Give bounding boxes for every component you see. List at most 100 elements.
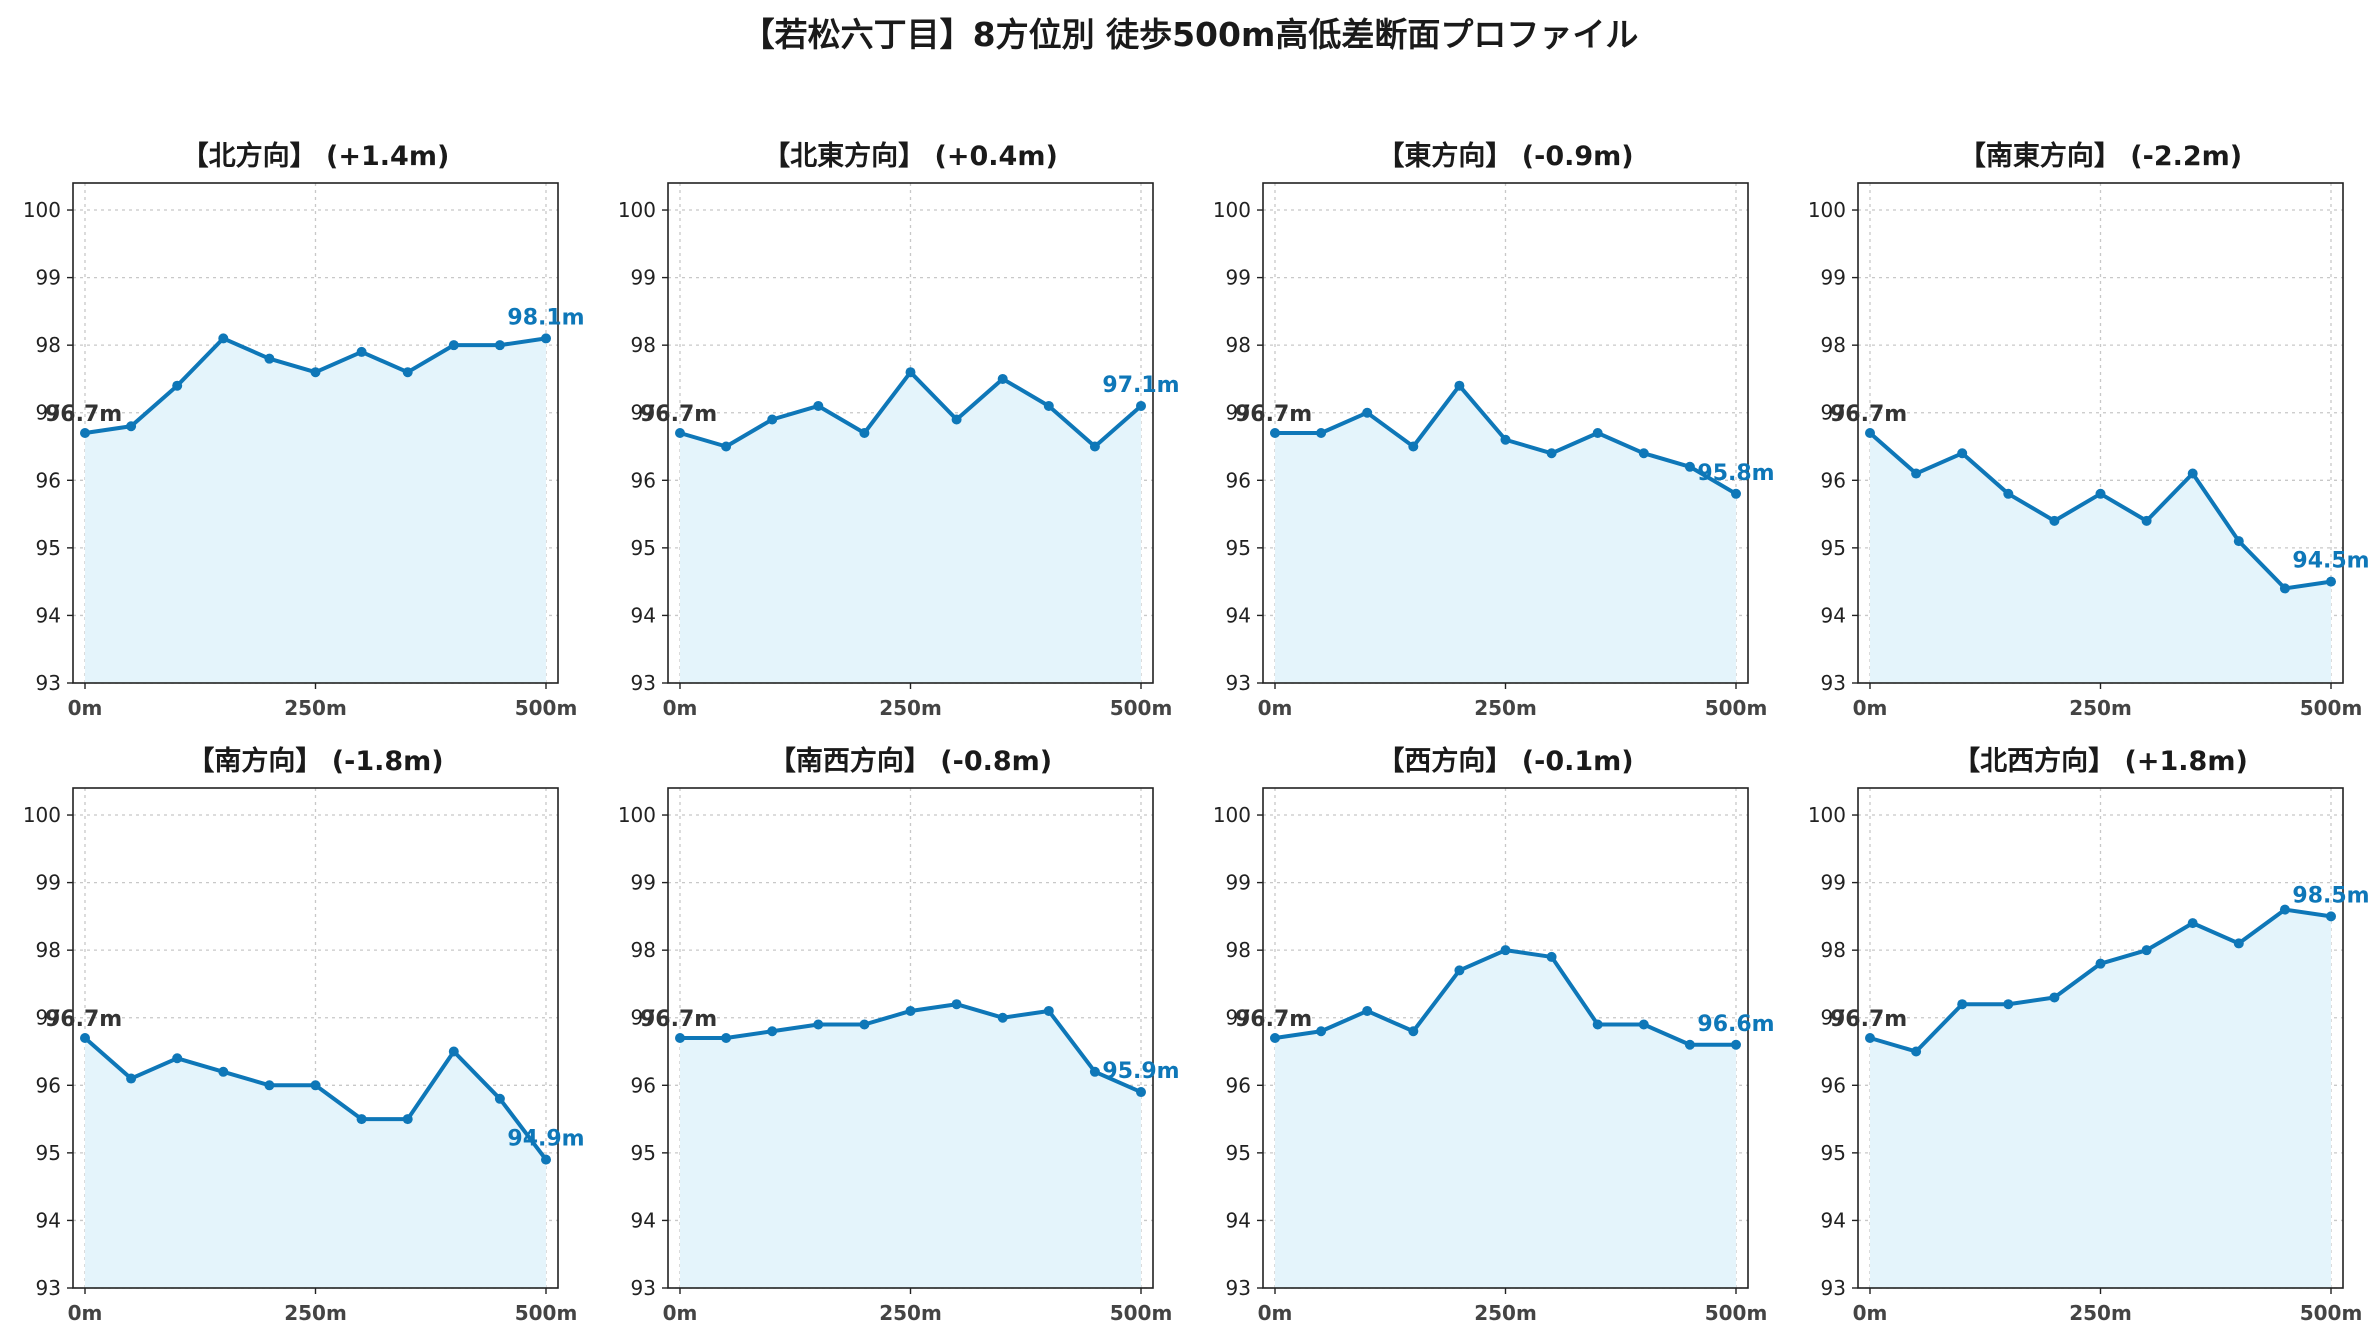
data-point — [1043, 1005, 1054, 1016]
data-point — [675, 1033, 685, 1043]
data-point — [2279, 904, 2290, 915]
data-point — [1684, 1039, 1695, 1050]
data-point — [2326, 576, 2336, 587]
data-point — [1957, 448, 1968, 459]
data-point — [402, 1114, 413, 1125]
end-elevation-label: 95.9m — [1102, 1059, 1179, 1084]
chart-panel-3: 【東方向】 (-0.9m) 93 94 95 96 97 98 99 100 0m 250m 500m… — [1213, 140, 1775, 720]
end-elevation-label: 94.9m — [507, 1127, 584, 1152]
y-tick-label: 95 — [631, 536, 656, 560]
y-tick-label: 95 — [1226, 1141, 1251, 1165]
y-tick-label: 100 — [23, 198, 61, 222]
data-point — [1316, 1026, 1327, 1037]
y-tick-label: 98 — [1821, 938, 1846, 962]
y-tick-label: 96 — [1226, 1073, 1251, 1097]
data-point — [1546, 951, 1557, 962]
y-tick-label: 100 — [618, 803, 656, 827]
y-tick-label: 93 — [631, 1276, 656, 1300]
data-point — [1638, 448, 1649, 459]
end-elevation-label: 98.1m — [507, 305, 584, 330]
data-point — [859, 1019, 870, 1030]
data-point — [721, 441, 732, 452]
data-point — [2279, 583, 2290, 594]
y-tick-label: 100 — [1808, 198, 1846, 222]
data-point — [2187, 918, 2198, 929]
subplot-title: 【西方向】 (-0.1m) — [1377, 745, 1633, 777]
data-point — [126, 421, 137, 432]
y-tick-label: 97 — [36, 401, 61, 425]
data-point — [905, 367, 916, 378]
data-point — [1408, 441, 1419, 452]
x-tick-label: 250m — [879, 696, 942, 720]
figure-title: 【若松六丁目】8方位別 徒歩500m高低差断面プロファイル — [741, 15, 1639, 54]
data-point — [1362, 1005, 1373, 1016]
start-elevation-label: 96.7m — [1830, 402, 1907, 427]
x-tick-label: 500m — [1110, 1301, 1173, 1325]
data-point — [859, 428, 870, 438]
y-tick-label: 94 — [1226, 1208, 1251, 1232]
data-point — [997, 1012, 1008, 1023]
y-tick-label: 96 — [1821, 1073, 1846, 1097]
y-tick-label: 100 — [23, 803, 61, 827]
y-tick-label: 97 — [1226, 1006, 1251, 1030]
data-point — [1089, 441, 1100, 452]
y-tick-label: 98 — [1226, 938, 1251, 962]
data-point — [310, 367, 321, 378]
y-tick-label: 94 — [36, 1208, 61, 1232]
area-fill — [85, 338, 546, 683]
y-tick-label: 99 — [1226, 266, 1251, 290]
data-point — [2141, 515, 2152, 526]
subplot-title: 【北西方向】 (+1.8m) — [1953, 745, 2248, 777]
y-tick-label: 96 — [631, 1073, 656, 1097]
data-point — [2141, 945, 2152, 956]
area-fill — [680, 1004, 1141, 1288]
y-tick-label: 99 — [1821, 266, 1846, 290]
start-elevation-label: 96.7m — [1235, 1007, 1312, 1032]
data-point — [1638, 1019, 1649, 1030]
data-point — [813, 1019, 824, 1030]
data-point — [494, 1093, 505, 1104]
end-elevation-label: 94.5m — [2292, 549, 2369, 574]
x-tick-label: 0m — [1258, 696, 1293, 720]
y-tick-label: 96 — [36, 468, 61, 492]
data-point — [2049, 992, 2060, 1003]
data-point — [80, 428, 90, 438]
y-tick-label: 98 — [36, 333, 61, 357]
end-elevation-label: 96.6m — [1697, 1012, 1774, 1037]
data-point — [1136, 400, 1146, 411]
x-tick-label: 250m — [2069, 1301, 2132, 1325]
data-point — [1731, 488, 1741, 499]
y-tick-label: 99 — [631, 871, 656, 895]
data-point — [2049, 515, 2060, 526]
area-fill — [1275, 385, 1736, 683]
data-point — [767, 1026, 778, 1037]
start-elevation-label: 96.7m — [1830, 1007, 1907, 1032]
data-point — [1454, 965, 1465, 976]
start-elevation-label: 96.7m — [1235, 402, 1312, 427]
y-tick-label: 98 — [1226, 333, 1251, 357]
data-point — [721, 1033, 732, 1043]
x-tick-label: 250m — [284, 696, 347, 720]
end-elevation-label: 95.8m — [1697, 461, 1774, 486]
data-point — [1957, 999, 1968, 1010]
x-tick-label: 0m — [68, 1301, 103, 1325]
data-point — [1362, 407, 1373, 418]
y-tick-label: 95 — [36, 536, 61, 560]
data-point — [1865, 1033, 1875, 1043]
data-point — [448, 1046, 459, 1057]
y-tick-label: 93 — [1226, 1276, 1251, 1300]
data-point — [2326, 911, 2336, 922]
chart-panel-8: 【北西方向】 (+1.8m) 93 94 95 96 97 98 99 100 0m 250m 500… — [1808, 745, 2370, 1325]
y-tick-label: 94 — [631, 603, 656, 627]
y-tick-label: 96 — [36, 1073, 61, 1097]
y-tick-label: 97 — [631, 1006, 656, 1030]
data-point — [1043, 400, 1054, 411]
y-tick-label: 93 — [36, 1276, 61, 1300]
data-point — [356, 1114, 367, 1125]
subplot-title: 【東方向】 (-0.9m) — [1377, 140, 1633, 172]
y-tick-label: 93 — [1821, 1276, 1846, 1300]
y-tick-label: 97 — [1821, 1006, 1846, 1030]
y-tick-label: 93 — [36, 671, 61, 695]
